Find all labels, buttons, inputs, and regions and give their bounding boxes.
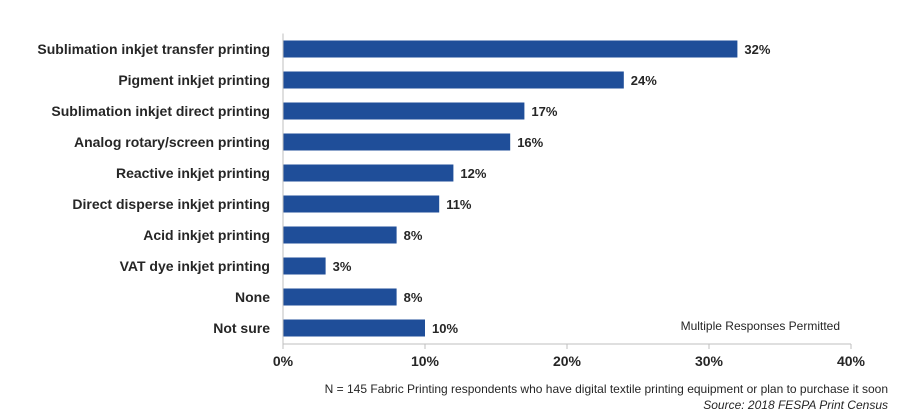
x-tick-label: 20% [553, 353, 582, 369]
bar [283, 102, 525, 120]
bar [283, 257, 326, 275]
value-labels-group: 32% 24% 17% 16% 12% 11% 8% 3% 8% 10% [333, 42, 771, 336]
x-tick-label: 10% [411, 353, 440, 369]
value-label: 8% [404, 228, 423, 243]
category-label: VAT dye inkjet printing [120, 258, 270, 274]
value-label: 17% [531, 104, 557, 119]
category-label: Direct disperse inkjet printing [72, 196, 270, 212]
value-label: 8% [404, 290, 423, 305]
bar [283, 40, 738, 58]
category-label: Not sure [213, 320, 270, 336]
category-label: Acid inkjet printing [143, 227, 270, 243]
x-tick-label: 0% [273, 353, 294, 369]
bar [283, 319, 425, 337]
annotation-text: Multiple Responses Permitted [681, 319, 840, 333]
value-label: 3% [333, 259, 352, 274]
value-label: 16% [517, 135, 543, 150]
bars-group [283, 40, 738, 337]
bar [283, 195, 440, 213]
bar [283, 71, 624, 89]
x-tick-label: 30% [695, 353, 724, 369]
category-label: Pigment inkjet printing [118, 72, 270, 88]
footnote-sample-size: N = 145 Fabric Printing respondents who … [324, 382, 888, 396]
category-label: Reactive inkjet printing [116, 165, 270, 181]
value-label: 24% [631, 73, 657, 88]
footnote-source: Source: 2018 FESPA Print Census [703, 398, 888, 412]
value-label: 11% [446, 197, 472, 212]
bar [283, 226, 397, 244]
category-label: None [235, 289, 270, 305]
bar [283, 164, 454, 182]
category-label: Sublimation inkjet transfer printing [37, 41, 270, 57]
x-axis-ticks-group: 0% 10% 20% 30% 40% [273, 344, 866, 369]
value-label: 32% [744, 42, 770, 57]
value-label: 12% [460, 166, 486, 181]
value-label: 10% [432, 321, 458, 336]
category-labels-group: Sublimation inkjet transfer printing Pigm… [37, 41, 270, 336]
bar [283, 288, 397, 306]
bar [283, 133, 511, 151]
category-label: Sublimation inkjet direct printing [51, 103, 270, 119]
x-tick-label: 40% [837, 353, 866, 369]
category-label: Analog rotary/screen printing [74, 134, 270, 150]
